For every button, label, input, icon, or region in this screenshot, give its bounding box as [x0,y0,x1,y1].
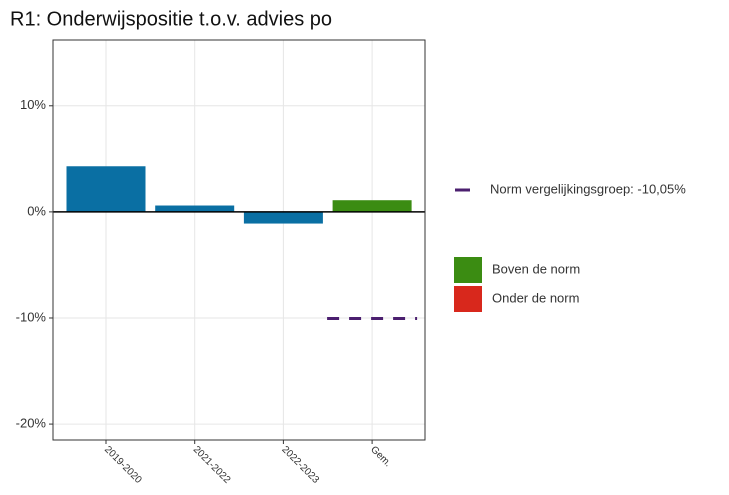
x-tick-label: Gem. [368,444,393,469]
legend-label: Onder de norm [492,290,579,305]
x-tick-label: 2022-2023 [279,444,321,486]
plot-border [52,39,426,441]
legend-label: Boven de norm [492,261,580,276]
bar [243,211,323,224]
y-tick-label: 10% [20,97,46,112]
x-tick-label: 2019-2020 [102,444,144,486]
y-tick-label: -10% [16,309,47,324]
legend-norm-label: Norm vergelijkingsgroep: -10,05% [490,181,686,196]
legend-key [454,257,482,283]
y-tick-label: -20% [16,416,47,431]
x-tick-label: 2021-2022 [191,444,233,486]
bar [66,166,146,212]
plot-background [53,40,425,440]
legend-key [454,286,482,312]
bar [332,200,412,212]
bar [155,205,235,212]
chart-title: R1: Onderwijspositie t.o.v. advies po [10,8,332,30]
y-tick-label: 0% [27,203,46,218]
